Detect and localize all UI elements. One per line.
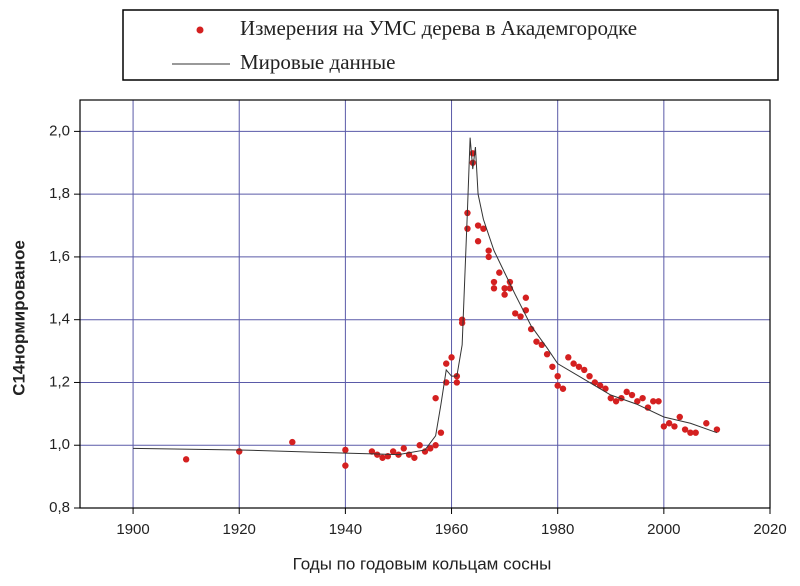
y-tick-label: 1,2 [49, 373, 70, 390]
data-point [485, 247, 492, 254]
data-line [133, 137, 718, 456]
data-point [236, 448, 243, 455]
x-tick-label: 2020 [753, 521, 786, 538]
data-point [490, 278, 498, 286]
data-point [432, 442, 439, 449]
data-point [474, 222, 482, 229]
data-point [400, 445, 407, 452]
data-point [559, 385, 567, 392]
x-tick-label: 1980 [541, 521, 574, 538]
data-point [490, 285, 498, 292]
data-point [713, 426, 721, 433]
x-tick-label: 1960 [435, 521, 468, 538]
data-point [570, 360, 577, 367]
data-point [665, 420, 673, 427]
data-point [501, 285, 508, 292]
data-point [639, 394, 646, 402]
data-point [575, 363, 583, 370]
data-point [342, 462, 349, 469]
data-point [411, 454, 418, 461]
data-point [374, 451, 381, 458]
data-point [289, 438, 296, 446]
data-point [342, 446, 349, 454]
y-tick-label: 1,0 [49, 436, 70, 453]
legend-label: Измерения на УМС дерева в Академгородке [240, 16, 637, 40]
y-tick-label: 1,8 [49, 185, 70, 202]
data-point [389, 448, 397, 455]
data-point [437, 429, 445, 436]
x-tick-label: 1940 [329, 521, 362, 538]
y-tick-label: 1,4 [49, 311, 70, 328]
data-point [591, 379, 599, 386]
data-point [681, 426, 689, 433]
data-point [448, 354, 455, 361]
data-point [485, 253, 492, 261]
data-point [634, 398, 641, 405]
data-point [692, 429, 699, 436]
data-point [596, 382, 604, 389]
data-point [432, 394, 439, 402]
data-point [474, 238, 482, 245]
data-point [538, 341, 545, 348]
data-point [533, 338, 540, 345]
x-axis-label: Годы по годовым кольцам сосны [293, 554, 552, 573]
legend-marker [196, 26, 204, 34]
data-point [427, 445, 434, 452]
data-point [458, 316, 466, 323]
data-point [501, 291, 508, 298]
data-point [586, 372, 593, 380]
data-point [480, 225, 487, 232]
legend-label: Мировые данные [240, 50, 395, 74]
data-point [602, 385, 609, 392]
data-point [623, 388, 630, 396]
y-tick-label: 1,6 [49, 248, 70, 265]
data-point [554, 372, 561, 380]
x-tick-label: 1920 [223, 521, 256, 538]
data-point [416, 442, 423, 449]
data-point [549, 363, 556, 370]
data-point [368, 448, 376, 455]
data-point [443, 360, 450, 367]
y-axis-label: С14нормированое [9, 240, 28, 396]
data-point [496, 269, 503, 276]
data-point [687, 429, 694, 436]
data-point [182, 456, 190, 463]
data-point [660, 423, 668, 430]
data-point [612, 398, 620, 405]
data-point [676, 413, 683, 421]
data-point [517, 313, 524, 320]
data-point [565, 354, 572, 361]
data-point [655, 398, 662, 405]
legend-box [122, 9, 779, 81]
data-point [522, 294, 530, 301]
data-point [628, 391, 636, 399]
y-tick-label: 2,0 [49, 122, 70, 139]
data-point [671, 423, 678, 430]
data-point [650, 398, 657, 405]
x-tick-label: 2000 [647, 521, 680, 538]
data-point [554, 382, 561, 389]
data-point [607, 394, 614, 402]
data-point [703, 420, 710, 427]
data-point [581, 366, 588, 374]
data-point [379, 454, 386, 461]
plot-frame [79, 99, 771, 509]
data-point [469, 159, 476, 166]
y-tick-label: 0,8 [49, 499, 70, 516]
data-point [464, 225, 471, 232]
data-point [453, 379, 461, 386]
data-point [512, 310, 519, 317]
data-point [543, 351, 551, 358]
x-tick-label: 1900 [116, 521, 149, 538]
